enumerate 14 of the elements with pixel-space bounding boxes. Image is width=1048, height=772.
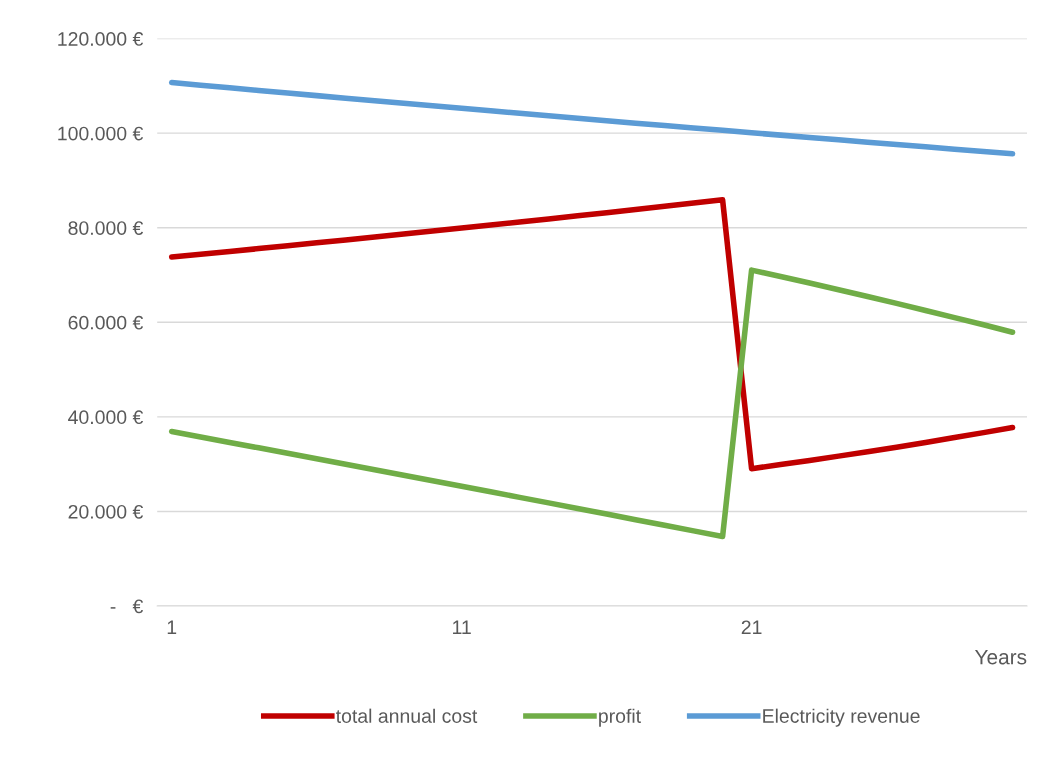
y-tick-label: - € [110,599,144,614]
legend-label: total annual cost [335,708,478,723]
y-tick-label: 120.000 € [58,32,144,46]
x-tick-label: 1 [167,620,177,634]
legend-label: Electricity revenue [763,708,920,727]
y-tick-label: 20.000 € [68,504,144,519]
y-tick-label: 80.000 € [68,221,144,235]
y-tick-label: 40.000 € [68,410,144,425]
x-axis-title: Years [974,649,1027,665]
x-tick-label: 11 [453,620,471,634]
y-tick-label: 60.000 € [68,315,144,330]
legend-label: profit [599,708,641,727]
x-tick-label: 21 [741,620,762,634]
y-tick-label: 100.000 € [58,126,144,141]
